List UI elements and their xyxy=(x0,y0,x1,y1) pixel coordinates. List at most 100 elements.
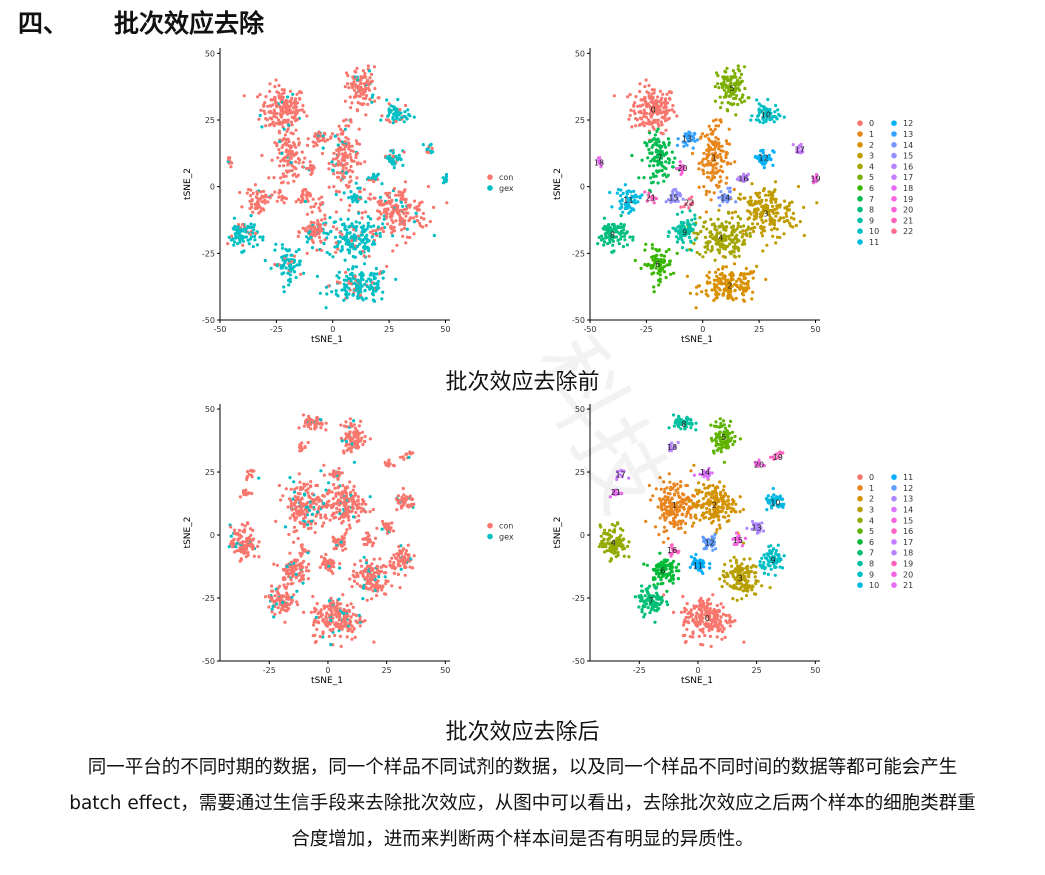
data-point xyxy=(758,120,762,124)
data-point xyxy=(284,259,288,263)
data-point xyxy=(335,189,339,193)
legend-label: 22 xyxy=(903,227,913,236)
data-point xyxy=(643,262,647,267)
data-point xyxy=(300,561,304,565)
data-point xyxy=(664,145,668,149)
data-point xyxy=(360,296,364,300)
data-point xyxy=(714,285,718,289)
data-point xyxy=(350,101,354,105)
data-point xyxy=(731,75,735,80)
data-point xyxy=(341,483,345,488)
data-point xyxy=(355,429,359,433)
data-point xyxy=(717,124,721,128)
data-point xyxy=(347,86,351,90)
data-point xyxy=(670,194,674,198)
data-point xyxy=(249,214,253,218)
data-point xyxy=(344,71,349,75)
data-point xyxy=(385,212,389,216)
data-point xyxy=(305,196,309,201)
data-point xyxy=(238,238,242,242)
points-layer xyxy=(597,413,786,648)
data-point xyxy=(791,211,795,215)
legend-swatch xyxy=(487,185,493,191)
data-point xyxy=(301,160,305,164)
data-point xyxy=(281,263,285,267)
data-point xyxy=(687,139,691,143)
data-point xyxy=(248,232,252,236)
data-point xyxy=(370,562,374,566)
data-point xyxy=(266,200,270,204)
data-point xyxy=(299,272,303,276)
data-point xyxy=(257,555,261,559)
data-point xyxy=(663,114,667,118)
data-point xyxy=(388,191,392,195)
data-point xyxy=(708,139,712,143)
data-point xyxy=(285,169,289,173)
data-point xyxy=(728,237,732,241)
data-point xyxy=(710,233,714,237)
data-point xyxy=(720,197,724,201)
data-point xyxy=(398,222,402,226)
data-point xyxy=(650,145,654,149)
data-point xyxy=(320,195,324,199)
data-point xyxy=(312,505,316,509)
data-point xyxy=(671,196,675,200)
data-point xyxy=(630,125,634,129)
data-point xyxy=(612,94,616,98)
data-point xyxy=(342,298,346,302)
data-point xyxy=(279,115,283,119)
data-point xyxy=(742,179,746,184)
data-point xyxy=(717,241,721,245)
data-point xyxy=(281,494,285,498)
data-point xyxy=(341,618,345,622)
data-point xyxy=(357,94,361,98)
data-point xyxy=(645,199,649,203)
y-tick-label: 50 xyxy=(575,49,585,58)
data-point xyxy=(306,424,310,428)
legend-swatch xyxy=(891,120,897,126)
y-tick-label: 25 xyxy=(575,116,585,125)
data-point xyxy=(347,196,351,200)
data-point xyxy=(380,588,384,592)
legend-swatch xyxy=(891,163,897,170)
data-point xyxy=(298,262,302,266)
data-point xyxy=(369,271,373,275)
data-point xyxy=(343,140,347,144)
data-point xyxy=(319,516,323,520)
data-point xyxy=(380,297,384,301)
data-point xyxy=(655,249,659,253)
data-point xyxy=(355,507,359,511)
data-point xyxy=(311,499,315,503)
data-point xyxy=(765,243,769,247)
data-point xyxy=(643,190,647,194)
data-point xyxy=(614,227,618,231)
data-point xyxy=(399,567,403,571)
data-point xyxy=(709,178,713,182)
data-point xyxy=(400,557,404,561)
data-point xyxy=(659,263,663,267)
data-point xyxy=(339,178,343,182)
data-point xyxy=(348,272,352,277)
data-point xyxy=(283,105,287,109)
data-point xyxy=(363,569,367,574)
data-point xyxy=(349,421,353,425)
legend-label: 16 xyxy=(903,162,913,171)
data-point xyxy=(293,102,297,107)
data-point xyxy=(627,117,631,121)
data-point xyxy=(704,292,708,296)
data-point xyxy=(666,137,671,141)
data-point xyxy=(695,250,699,255)
data-point xyxy=(317,507,321,511)
data-point xyxy=(322,231,326,235)
data-point xyxy=(374,232,378,236)
data-point xyxy=(701,157,705,161)
data-point xyxy=(404,452,408,456)
data-point xyxy=(354,139,358,143)
data-point xyxy=(320,421,324,426)
data-point xyxy=(664,128,668,132)
data-point xyxy=(262,109,266,113)
data-point xyxy=(273,612,277,616)
data-point xyxy=(337,124,341,128)
data-point xyxy=(736,64,740,68)
data-point xyxy=(335,274,339,278)
